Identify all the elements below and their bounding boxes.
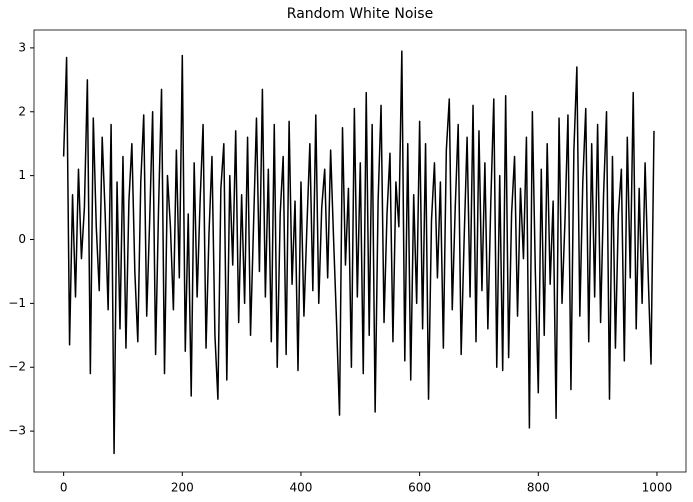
- y-tick-label: −1: [8, 296, 26, 310]
- x-tick-label: 400: [290, 481, 313, 495]
- x-tick-label: 600: [408, 481, 431, 495]
- x-tick-label: 1000: [642, 481, 673, 495]
- y-tick-label: 0: [18, 232, 26, 246]
- chart-title: Random White Noise: [287, 6, 433, 22]
- x-tick-label: 200: [171, 481, 194, 495]
- y-tick-label: 3: [18, 40, 26, 54]
- y-tick-label: 2: [18, 104, 26, 118]
- series-line: [62, 50, 655, 455]
- y-tick-label: −2: [8, 360, 26, 374]
- y-tick-label: 1: [18, 168, 26, 182]
- x-tick-label: 0: [60, 481, 68, 495]
- y-tick-label: −3: [8, 424, 26, 438]
- x-tick-label: 800: [527, 481, 550, 495]
- plot-frame: [33, 29, 687, 473]
